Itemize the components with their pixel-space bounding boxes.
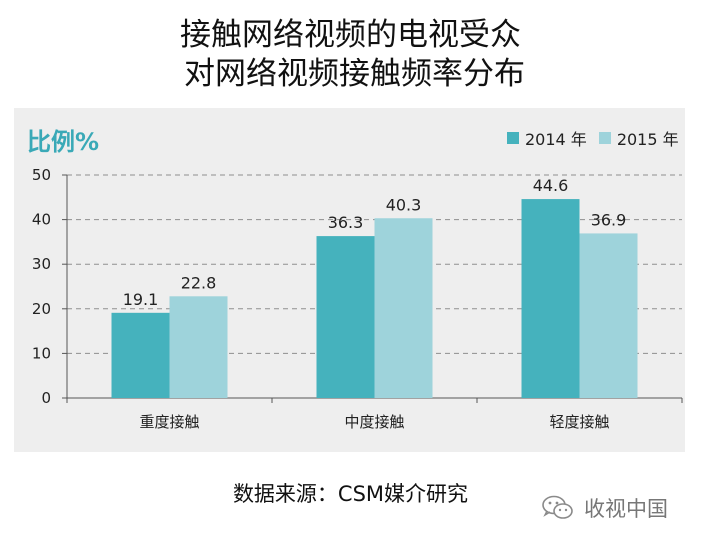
legend-swatch-2015 (598, 132, 611, 144)
y-axis-label: 比例% (27, 128, 100, 156)
data-label: 19.1 (123, 290, 159, 309)
watermark: 收视中国 (540, 493, 668, 523)
bar-chart: 0 10 20 30 40 50 19.1 22.8 重度接触 36.3 40.3 中度接触 44.6 3… (32, 166, 683, 431)
legend: 2014 年 2015 年 (507, 126, 679, 150)
legend-label-2014: 2014 年 (525, 130, 587, 149)
data-label: 40.3 (386, 195, 422, 214)
data-label: 36.3 (328, 213, 364, 232)
wechat-icon (542, 495, 573, 519)
y-tick-label: 50 (32, 166, 51, 184)
bar (316, 236, 375, 398)
legend-item-2014: 2014 年 (507, 126, 587, 150)
source-note: 数据来源：CSM媒介研究 (232, 482, 469, 506)
bar (521, 199, 580, 398)
legend-item-2015: 2015 年 (598, 126, 679, 150)
title-line-2: 对网络视频接触频率分布 (184, 56, 525, 92)
x-tick-label: 中度接触 (344, 413, 404, 431)
bar (374, 218, 433, 398)
y-tick-label: 30 (32, 255, 51, 273)
x-tick-label: 重度接触 (139, 413, 199, 431)
legend-swatch-2014 (507, 132, 519, 144)
legend-label-2015: 2015 年 (616, 130, 679, 149)
y-tick-label: 0 (41, 389, 51, 407)
data-label: 44.6 (533, 176, 569, 195)
bar (579, 233, 638, 398)
x-tick-label: 轻度接触 (549, 413, 609, 431)
chart-title: 接触网络视频的电视受众 对网络视频接触频率分布 (0, 16, 701, 94)
y-tick-label: 40 (32, 211, 51, 229)
data-label: 22.8 (181, 273, 217, 292)
y-tick-label: 20 (32, 300, 51, 318)
y-tick-label: 10 (32, 344, 51, 362)
data-label: 36.9 (591, 210, 627, 229)
chart-panel: 比例% 2014 年 2015 年 0 10 20 30 40 50 19.1 22.8 重度接… (14, 108, 685, 452)
bar (169, 296, 228, 398)
watermark-text: 收视中国 (584, 497, 668, 521)
title-line-1: 接触网络视频的电视受众 (180, 17, 521, 53)
bar (111, 312, 170, 398)
